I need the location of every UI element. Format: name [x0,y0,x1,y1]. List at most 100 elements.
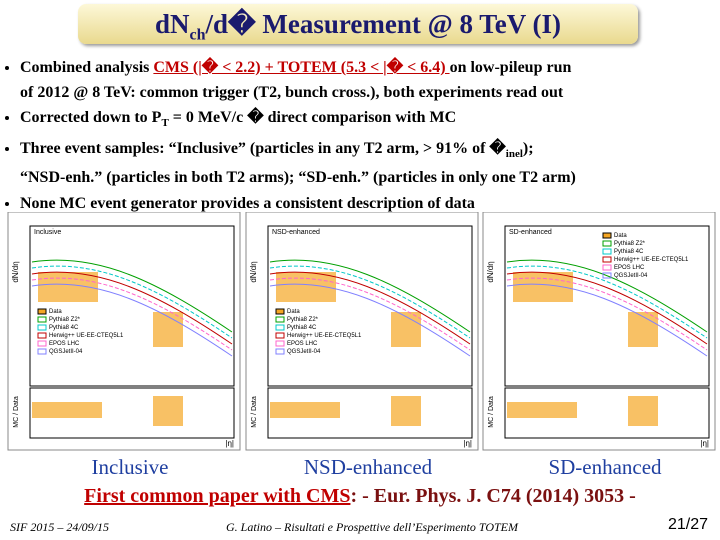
legend-swatch [37,332,47,339]
legend-entry: Data [287,309,300,315]
bullet: Combined analysis CMS (|� < 2.2) + TOTEM… [20,56,720,105]
model-curve [269,277,471,351]
y-label: dN/dη [249,261,258,282]
ratio-frame [504,387,710,439]
panel-tag: Inclusive [34,229,61,236]
caption: Inclusive [91,455,169,479]
legend-swatch [275,308,285,315]
bullet-text: ); [522,139,534,157]
sys-band [153,396,183,426]
legend-swatch [275,348,285,355]
model-curve [31,283,233,357]
legend-swatch [602,240,612,247]
legend-entry: Pythia8 Z2* [614,241,646,247]
bullet-text: Three event samples: “Inclusive” (partic… [20,139,506,157]
model-curve [31,265,233,339]
sys-band [507,402,577,418]
bullet-text: “NSD-enh.” (particles in both T2 arms); … [20,169,576,187]
bullet-text: Corrected down to P [20,109,162,126]
main-frame [267,225,473,387]
legend-swatch [275,316,285,323]
ratio-label: MC / Data [251,396,258,428]
x-label: |η| [463,439,472,448]
legend-entry: EPOS LHC [614,265,645,271]
legend-entry: Herwig++ UE-EE-CTEQ5L1 [49,333,124,339]
legend-swatch [37,316,47,323]
sys-band [391,312,421,347]
legend-entry: Data [49,309,62,315]
title-text: dN [154,9,190,39]
bullet: None MC event generator provides a consi… [20,192,720,217]
legend-entry: Herwig++ UE-EE-CTEQ5L1 [614,257,689,263]
legend-swatch [275,324,285,331]
model-curve [31,259,233,333]
plots: Inclusive dN/dη MC / Data |η| Data Pythia8 Z2… [7,212,716,451]
y-label: dN/dη [486,261,495,282]
x-label: |η| [225,439,234,448]
footer-left: SIF 2015 – 24/09/15 [10,520,109,534]
ratio-label: MC / Data [488,396,495,428]
plot-panel: NSD-enhanced dN/dη MC / Data |η| Data Pythia8… [245,212,479,451]
main-frame [504,225,710,387]
bullet-text: inel [505,147,523,160]
plot-panel: Inclusive dN/dη MC / Data |η| Data Pythia8 Z2… [7,212,241,451]
caption: SD-enhanced [548,455,662,479]
slide-title: dNch/d� Measurement @ 8 TeV (I) [78,4,638,44]
legend-entry: EPOS LHC [49,341,80,347]
panel-tag: SD-enhanced [509,229,552,236]
reference-text: : - Eur. Phys. J. C74 (2014) 3053 - [350,485,636,507]
main-frame [29,225,235,387]
plot-panel: SD-enhanced dN/dη MC / Data |η| Data Pythia8 … [482,212,716,451]
ratio-frame [267,387,473,439]
legend-entry: Pythia8 4C [49,325,79,331]
title-text: /d� Measurement @ 8 TeV (I) [205,9,562,39]
model-curve [506,277,708,351]
legend-entry: Pythia8 4C [614,249,644,255]
legend-entry: QGSJetII-04 [614,273,648,279]
legend-entry: QGSJetII-04 [287,349,321,355]
sys-band [628,396,658,426]
bullet: Three event samples: “Inclusive” (partic… [20,137,720,191]
sys-band [391,396,421,426]
legend-swatch [37,324,47,331]
bullet-text: = 0 MeV/c � direct comparison with MC [168,109,457,126]
legend-entry: Data [614,233,627,239]
title-sub: ch [189,26,206,44]
legend-swatch [275,340,285,347]
model-curve [506,265,708,339]
legend-swatch [602,272,612,279]
panel-tag: NSD-enhanced [272,229,320,236]
legend-entry: Pythia8 Z2* [49,317,81,323]
model-curve [506,271,708,345]
bullet-text: on low-pileup run [449,59,572,76]
model-curve [31,277,233,351]
link-text[interactable]: CMS (|� < 2.2) + TOTEM (5.3 < |� < 6.4) [153,59,450,76]
bullet: Corrected down to PT = 0 MeV/c � direct … [20,106,720,136]
bullet-text: T [161,117,169,130]
x-label: |η| [700,439,709,448]
legend-swatch [602,256,612,263]
model-curve [269,283,471,357]
legend-entry: Herwig++ UE-EE-CTEQ5L1 [287,333,362,339]
sys-band [628,312,658,347]
reference: First common paper with CMS: - Eur. Phys… [0,485,720,508]
legend-entry: EPOS LHC [287,341,318,347]
ratio-frame [29,387,235,439]
legend-entry: QGSJetII-04 [49,349,83,355]
reference-link[interactable]: First common paper with CMS [84,485,351,507]
caption: NSD-enhanced [303,455,433,479]
footer-center: G. Latino – Risultati e Prospettive dell… [226,520,518,534]
model-curve [506,283,708,357]
ratio-label: MC / Data [13,396,20,428]
y-label: dN/dη [11,261,20,282]
bullet-list: Combined analysis CMS (|� < 2.2) + TOTEM… [6,56,720,217]
model-curve [269,265,471,339]
legend-swatch [275,332,285,339]
legend-swatch [37,348,47,355]
legend-swatch [602,264,612,271]
legend-swatch [37,340,47,347]
sys-band [32,402,102,418]
page-number: 21/27 [667,516,708,533]
bullet-text: None MC event generator provides a consi… [20,194,475,212]
